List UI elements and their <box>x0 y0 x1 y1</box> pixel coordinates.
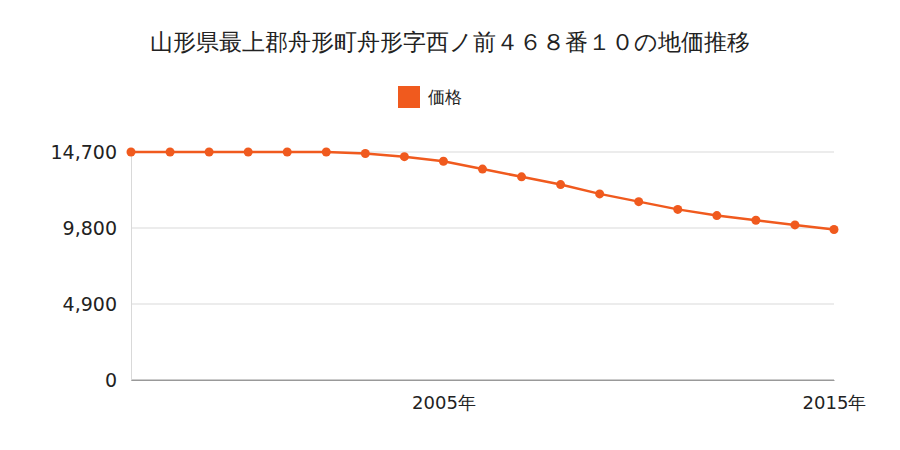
x-tick: 2005年 <box>412 380 476 413</box>
chart: 山形県最上郡舟形町舟形字西ノ前４６８番１０の地価推移価格 0 4,900 9,800 1… <box>0 0 900 450</box>
data-point <box>127 148 136 157</box>
data-point <box>478 165 487 174</box>
y-tick: 4,900 <box>63 293 131 315</box>
legend-swatch <box>398 86 420 108</box>
data-point <box>400 152 409 161</box>
data-point <box>790 220 799 229</box>
x-axis: 2005年 2015年 <box>132 380 867 413</box>
grid-line <box>131 228 834 229</box>
title: 山形県最上郡舟形町舟形字西ノ前４６８番１０の地価推移 <box>150 29 750 55</box>
data-point <box>634 197 643 206</box>
series-line <box>131 152 834 230</box>
grid <box>131 152 834 380</box>
y-axis-line <box>131 153 132 381</box>
y-tick: 0 <box>105 369 131 391</box>
legend-label: 価格 <box>428 87 462 107</box>
data-point <box>673 205 682 214</box>
data-point <box>751 216 760 225</box>
data-point <box>166 148 175 157</box>
y-tick: 14,700 <box>51 141 131 163</box>
x-tick: 2015年 <box>803 380 867 413</box>
grid-line <box>131 304 834 305</box>
y-tick-label: 9,800 <box>63 217 117 239</box>
y-axis: 0 4,900 9,800 14,700 <box>51 141 132 391</box>
data-point <box>322 148 331 157</box>
plot-marks <box>127 148 839 235</box>
data-point <box>517 172 526 181</box>
data-point <box>205 148 214 157</box>
legend: 価格 <box>398 86 462 108</box>
data-point <box>595 189 604 198</box>
y-tick: 9,800 <box>63 217 131 239</box>
data-point <box>361 149 370 158</box>
grid-line <box>131 380 834 381</box>
data-point <box>556 180 565 189</box>
y-tick-label: 0 <box>105 369 117 391</box>
x-tick-label: 2015年 <box>803 392 867 413</box>
y-tick-label: 4,900 <box>63 293 117 315</box>
x-axis-line <box>132 380 835 381</box>
data-point <box>283 148 292 157</box>
y-tick-label: 14,700 <box>51 141 117 163</box>
legend-item: 価格 <box>398 86 462 108</box>
data-point <box>830 225 839 234</box>
x-tick-label: 2005年 <box>412 392 476 413</box>
data-point <box>244 148 253 157</box>
data-point <box>439 157 448 166</box>
data-point <box>712 211 721 220</box>
